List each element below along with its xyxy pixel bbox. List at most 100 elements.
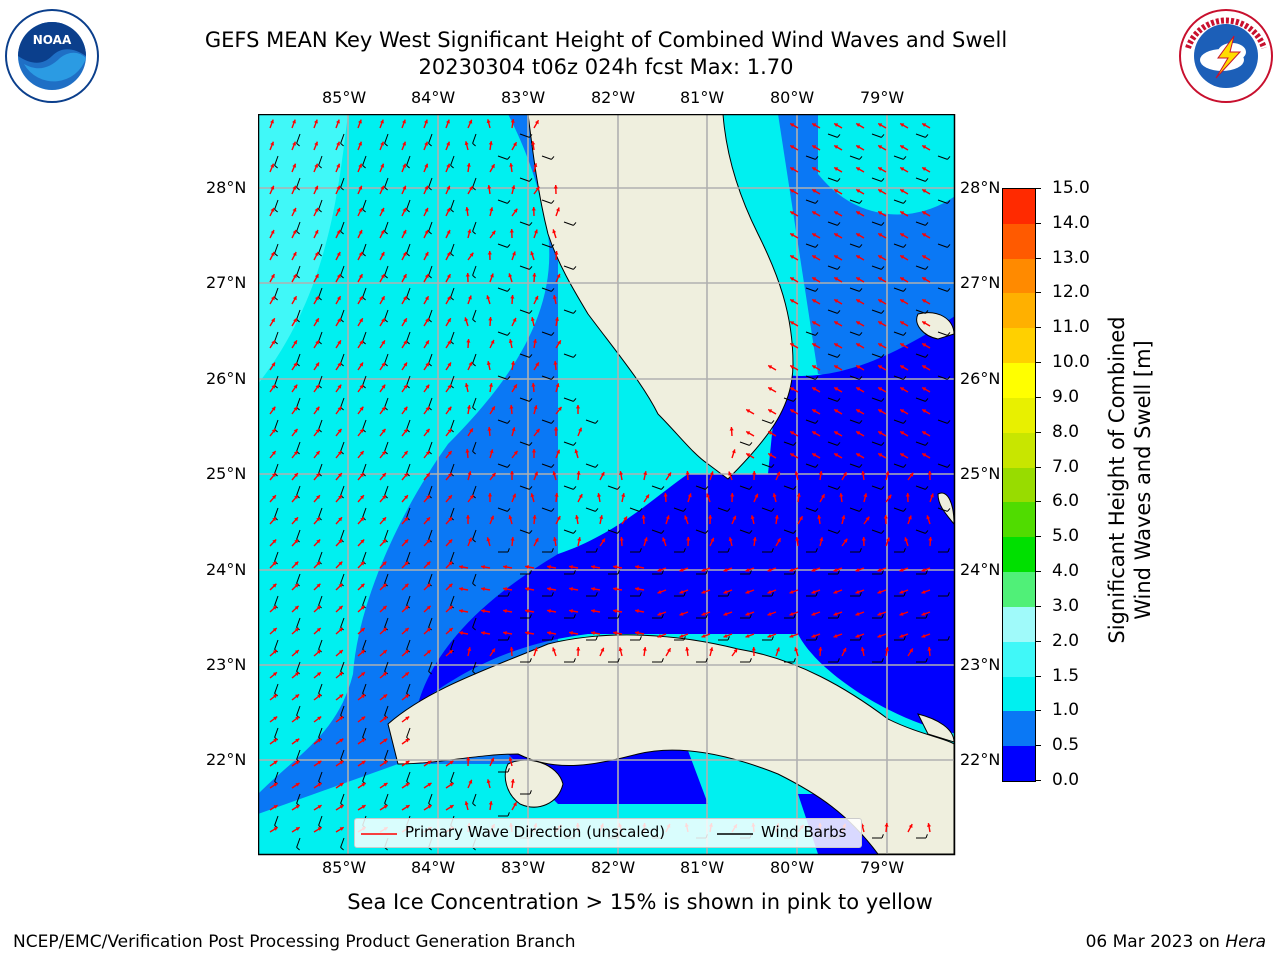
colorbar-tick-mark (1035, 780, 1041, 781)
wind-barb-flag (362, 341, 366, 345)
wind-barb (497, 375, 508, 380)
wave-direction-arrowhead (833, 612, 838, 616)
footer-date-text: 06 Mar 2023 on (1085, 932, 1226, 952)
wave-direction-arrowhead (509, 405, 514, 409)
wind-barb-flag (859, 548, 862, 553)
wind-barb (318, 287, 323, 298)
wave-direction-arrowhead (469, 494, 474, 499)
wind-barb (384, 309, 389, 320)
wave-direction-arrowhead (509, 163, 514, 167)
wind-barb-flag (428, 231, 432, 235)
wave-direction-arrowhead (425, 451, 430, 455)
wave-direction-arrowhead (360, 605, 365, 610)
wind-barb-flag (472, 231, 476, 235)
wave-direction-arrowhead (819, 537, 824, 542)
colorbar-tick-label: 1.0 (1052, 700, 1080, 721)
wave-direction-arrowhead (754, 493, 759, 498)
wave-direction-arrowhead (552, 647, 556, 652)
wind-barb-flag (507, 636, 510, 641)
sea-ice-note: Sea Ice Concentration > 15% is shown in … (347, 890, 933, 914)
wave-direction-arrowhead (710, 537, 715, 542)
wave-direction-arrowhead (547, 609, 551, 614)
wind-barb (340, 177, 345, 188)
wave-direction-arrowhead (553, 185, 558, 189)
wave-direction-arrowhead (900, 387, 905, 391)
wind-barb-flag (771, 508, 775, 512)
wind-barb-flag (837, 178, 841, 182)
wave-direction-arrowhead (294, 473, 298, 477)
colorbar-band (1003, 292, 1035, 329)
wave-direction-arrowhead (404, 473, 408, 477)
wind-barb (871, 485, 882, 490)
wave-direction-arrowhead (643, 537, 648, 542)
lat-tick-right: 22°N (960, 750, 1001, 769)
wind-barb-flag (529, 178, 533, 182)
wind-barb-flag (881, 614, 884, 619)
wave-direction-arrowhead (812, 321, 817, 325)
wave-direction-arrowhead (790, 233, 795, 237)
wave-direction-arrowhead (878, 343, 883, 347)
wave-direction-arrowhead (886, 537, 890, 542)
wind-barb-flag (683, 508, 687, 512)
wind-barb (406, 243, 411, 254)
wave-direction-arrowhead (339, 738, 344, 743)
wave-direction-arrowhead (317, 783, 322, 787)
wave-direction-arrowhead (569, 609, 573, 614)
wind-barb-flag (947, 156, 951, 160)
wind-barb (871, 441, 882, 446)
wave-direction-arrowhead (533, 163, 538, 168)
wind-barb (274, 331, 279, 342)
wave-direction-arrowhead (508, 515, 513, 520)
wave-direction-arrowhead (426, 517, 430, 522)
wind-barb (340, 265, 345, 276)
wave-direction-arrowhead (899, 568, 904, 572)
colorbar-tick-mark (1035, 640, 1041, 642)
wind-barb (318, 155, 323, 166)
wind-barb (428, 177, 433, 188)
wind-barb-flag (837, 486, 841, 490)
wind-barb (406, 551, 411, 562)
wind-barb-flag (661, 530, 665, 534)
wave-direction-arrowhead (381, 451, 386, 455)
wave-direction-arrowhead (600, 472, 605, 476)
colorbar-band (1003, 432, 1035, 468)
wind-barb-flag (318, 165, 322, 169)
wave-direction-arrowhead (405, 783, 410, 787)
wave-direction-arrowhead (404, 517, 408, 522)
wind-barb (406, 331, 411, 342)
wind-barb (428, 221, 433, 232)
wave-direction-arrowhead (317, 672, 321, 676)
wind-barb-flag (947, 332, 951, 336)
wave-direction-arrowhead (855, 634, 860, 638)
wind-barb (695, 529, 706, 534)
wind-barb-flag (274, 341, 278, 345)
wind-barb-flag (362, 253, 366, 257)
wave-direction-arrowhead (273, 738, 278, 743)
wave-direction-arrowhead (271, 296, 275, 301)
wind-barb (340, 573, 345, 584)
wind-barb-flag (573, 530, 577, 534)
wind-barb (362, 155, 367, 166)
wave-direction-arrowhead (843, 538, 848, 543)
wave-direction-arrowhead (900, 365, 905, 369)
wave-direction-arrowhead (459, 565, 463, 570)
wave-direction-arrowhead (599, 515, 604, 519)
wind-barb (296, 441, 301, 452)
wind-barb (318, 727, 323, 738)
colorbar-tick-mark (1035, 710, 1041, 712)
wave-direction-arrowhead (834, 343, 839, 347)
wave-direction-arrowhead (491, 230, 496, 235)
colorbar-tick-label: 14.0 (1052, 212, 1090, 233)
wave-direction-arrowhead (510, 119, 515, 123)
wave-direction-arrowhead (361, 672, 365, 676)
wave-direction-arrowhead (404, 495, 408, 500)
wind-barb (406, 507, 411, 518)
wind-barb (893, 375, 904, 380)
wave-direction-arrowhead (701, 634, 706, 638)
wave-direction-arrowhead (746, 409, 751, 413)
wave-direction-arrowhead (790, 189, 795, 193)
map-legend: Primary Wave Direction (unscaled) Wind B… (354, 818, 862, 848)
wind-barb-flag (595, 420, 599, 424)
wave-direction-arrowhead (900, 123, 905, 127)
wave-direction-arrowhead (834, 123, 839, 127)
